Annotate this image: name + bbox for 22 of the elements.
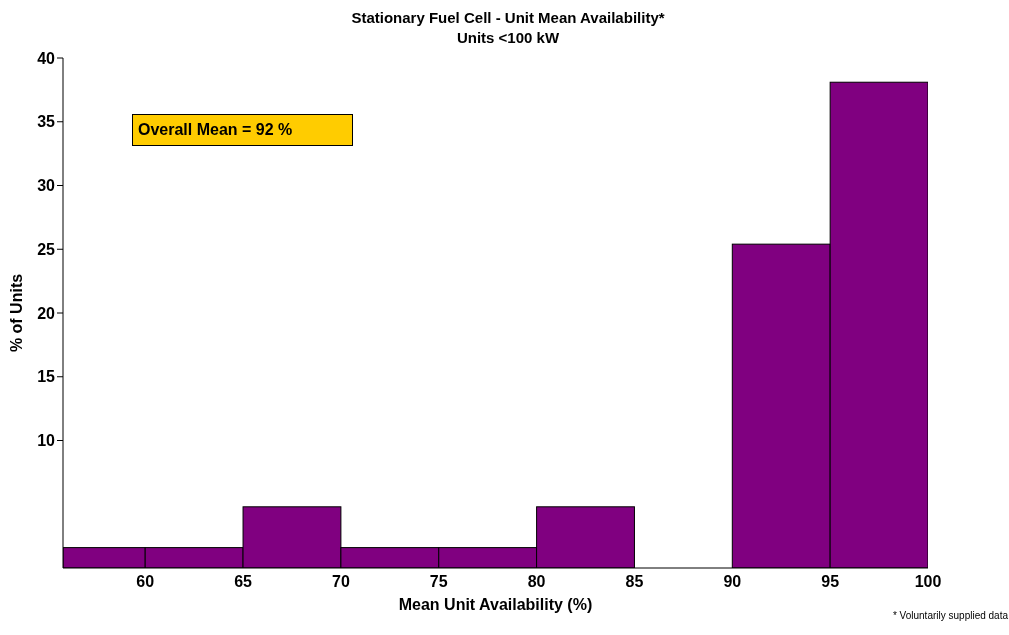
y-tick-label: 20 <box>37 304 56 322</box>
x-tick-label: 65 <box>234 573 253 591</box>
x-tick-label: 100 <box>914 573 942 591</box>
y-tick-label: 40 <box>37 49 56 67</box>
x-tick-label: 85 <box>625 573 644 591</box>
x-axis-title: Mean Unit Availability (%) <box>398 596 593 613</box>
x-tick-label: 90 <box>723 573 742 591</box>
y-tick-label: 35 <box>37 113 56 131</box>
x-tick-label: 60 <box>136 573 155 591</box>
text: * Voluntarily supplied data <box>892 610 1008 621</box>
x-tick-label: 95 <box>821 573 840 591</box>
x-tick-label: 75 <box>429 573 448 591</box>
y-tick-label: 10 <box>37 432 56 450</box>
x-tick-label: 80 <box>527 573 546 591</box>
chart-subtitle: Units <100 kW <box>455 28 561 48</box>
chart-title: Stationary Fuel Cell - Unit Mean Availability* <box>350 8 666 28</box>
x-tick-label: 70 <box>332 573 350 591</box>
y-tick-label: 15 <box>37 368 56 386</box>
y-axis-title: % of Units <box>7 273 25 353</box>
annotation: Overall Mean = 92 % <box>138 120 293 140</box>
y-tick-label: 30 <box>37 177 56 195</box>
y-tick-label: 25 <box>37 240 56 258</box>
